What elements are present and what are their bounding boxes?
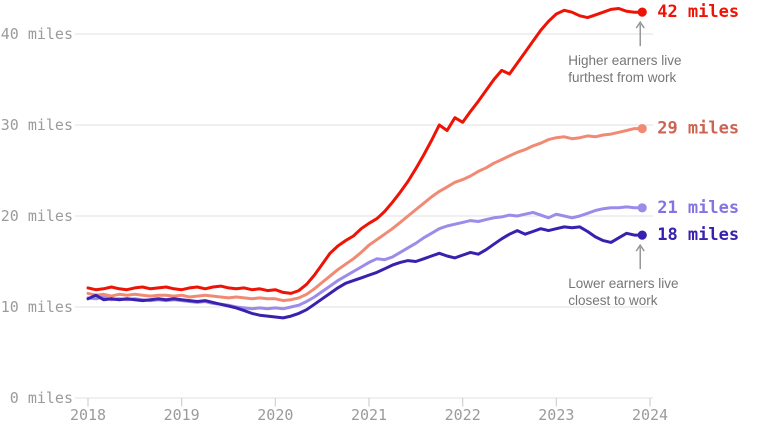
y-axis-tick-label: 0 miles bbox=[10, 389, 73, 407]
annotation-text-line: Lower earners live bbox=[568, 276, 678, 291]
x-axis-tick-label: 2018 bbox=[70, 406, 106, 424]
line-29-miles-end-label: 29 miles bbox=[657, 119, 739, 139]
x-axis-tick-label: 2021 bbox=[351, 406, 387, 424]
annotation: Lower earners live closest to work bbox=[568, 243, 679, 308]
line-end-labels: 42 miles 29 miles 21 miles 18 miles bbox=[657, 2, 739, 245]
line-21-miles-end-dot bbox=[637, 203, 647, 213]
arrow-head-icon bbox=[635, 243, 645, 252]
x-axis-tick-label: 2024 bbox=[632, 406, 668, 424]
y-axis-tick-label: 40 miles bbox=[1, 25, 73, 43]
line-29-miles bbox=[86, 127, 644, 303]
annotation-text-line: closest to work bbox=[568, 293, 658, 308]
x-axis-tick-label: 2022 bbox=[445, 406, 481, 424]
y-axis-tick-label: 10 miles bbox=[1, 298, 73, 316]
x-axis-tick-label: 2019 bbox=[164, 406, 200, 424]
x-axis-tick-label: 2023 bbox=[538, 406, 574, 424]
y-axis-tick-label: 20 miles bbox=[1, 207, 73, 225]
line-21-miles bbox=[86, 205, 644, 311]
gridlines bbox=[75, 33, 653, 399]
line-end-dots bbox=[637, 7, 647, 240]
y-axis-labels: 40 miles 30 miles 20 miles 10 miles 0 miles bbox=[1, 25, 73, 407]
line-42-miles-end-label: 42 miles bbox=[657, 2, 739, 22]
x-axis-tick-label: 2020 bbox=[257, 406, 293, 424]
line-42-miles bbox=[86, 7, 644, 295]
annotations: Higher earners live furthest from work Low… bbox=[568, 20, 682, 308]
annotation-text-line: furthest from work bbox=[568, 70, 676, 85]
y-axis-tick-label: 30 miles bbox=[1, 116, 73, 134]
x-axis: 2018 2019 2020 2021 2022 2023 2024 bbox=[70, 398, 668, 424]
line-18-miles-end-dot bbox=[637, 230, 647, 240]
line-21-miles-end-label: 21 miles bbox=[657, 198, 739, 218]
series-lines bbox=[86, 7, 644, 320]
line-18-miles-end-label: 18 miles bbox=[657, 225, 739, 245]
annotation-text-line: Higher earners live bbox=[568, 53, 681, 68]
line-42-miles-end-dot bbox=[637, 7, 647, 17]
arrow-head-icon bbox=[635, 20, 645, 29]
annotation: Higher earners live furthest from work bbox=[568, 20, 682, 85]
line-29-miles-end-dot bbox=[637, 124, 647, 134]
line-18-miles bbox=[86, 225, 644, 320]
